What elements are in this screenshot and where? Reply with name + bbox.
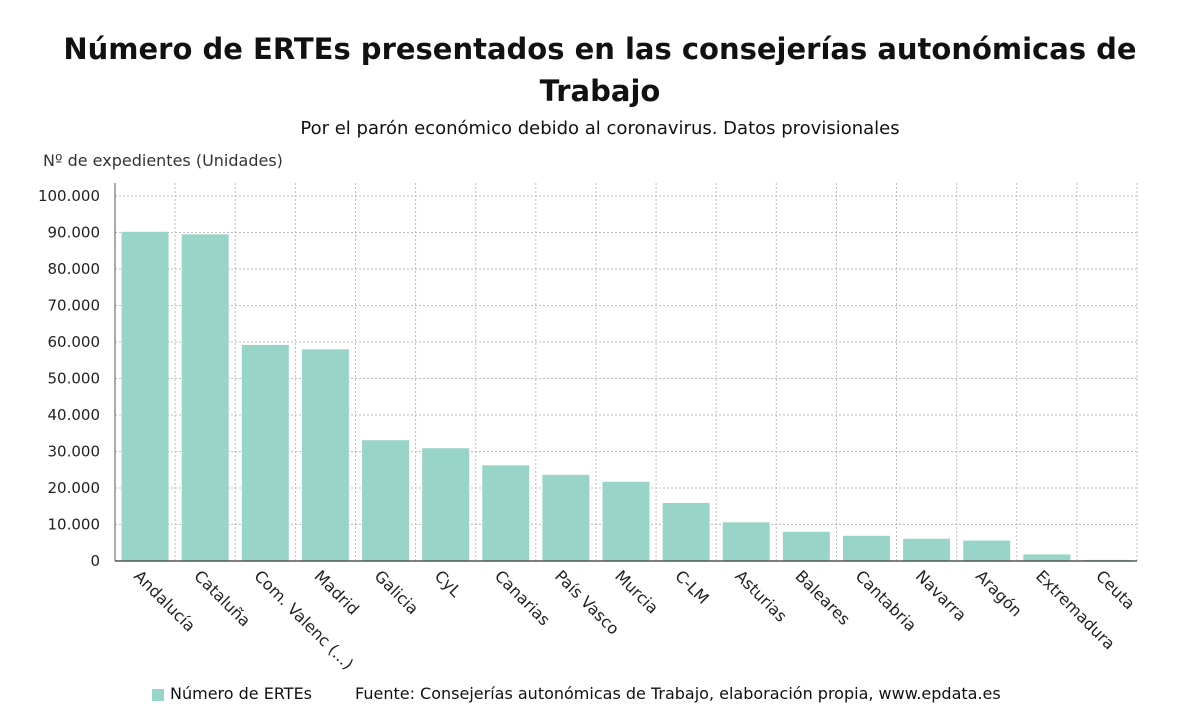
bar: [181, 234, 229, 561]
y-tick-labels: 0 10.000 20.000 30.000 40.000 50.000 60.000 70.…: [38, 187, 100, 570]
bars: [121, 231, 1131, 561]
x-tick-label: Asturias: [731, 566, 790, 625]
x-tick-label: CyL: [431, 566, 465, 600]
y-tick-label: 30.000: [48, 443, 101, 461]
y-tick-label: 0: [90, 552, 100, 570]
x-tick-label: País Vasco: [551, 566, 623, 638]
y-tick-label: 90.000: [48, 224, 101, 242]
x-tick-label: Murcia: [611, 566, 662, 617]
y-tick-label: 20.000: [48, 479, 101, 497]
x-tick-label: Baleares: [792, 566, 854, 628]
bar: [963, 540, 1011, 561]
x-tick-label: Galicia: [371, 566, 423, 618]
bar: [422, 448, 470, 561]
x-tick-label: Ceuta: [1092, 566, 1139, 613]
legend-swatch: [152, 689, 164, 701]
y-tick-label: 80.000: [48, 260, 101, 278]
y-axis-label: Nº de expedientes (Unidades): [43, 151, 283, 170]
bar: [722, 522, 770, 561]
x-tick-label: Navarra: [912, 566, 971, 625]
y-tick-label: 60.000: [48, 333, 101, 351]
axes: [114, 183, 1137, 562]
source-note: Fuente: Consejerías autonómicas de Traba…: [355, 684, 1001, 703]
bar: [362, 440, 410, 561]
y-tick-label: 40.000: [48, 406, 101, 424]
x-tick-label: Cataluña: [190, 566, 254, 630]
bar-chart: 0 10.000 20.000 30.000 40.000 50.000 60.000 70.…: [38, 183, 1139, 673]
bar: [482, 465, 530, 561]
x-tick-label: Madrid: [311, 566, 363, 618]
chart-title: Número de ERTEs presentados en las conse…: [63, 32, 1137, 108]
bar: [903, 538, 951, 561]
legend-label: Número de ERTEs: [170, 684, 313, 703]
x-tick-label: C-LM: [671, 566, 712, 607]
bar: [842, 535, 890, 561]
y-tick-label: 70.000: [48, 297, 101, 315]
y-tick-label: 50.000: [48, 370, 101, 388]
bar: [662, 502, 710, 561]
chart-subtitle: Por el parón económico debido al coronav…: [300, 118, 900, 139]
x-tick-label: Cantabria: [852, 566, 921, 635]
bar: [301, 349, 349, 561]
bar: [241, 344, 289, 561]
bar: [542, 474, 590, 561]
bar: [782, 531, 830, 561]
y-tick-label: 10.000: [48, 516, 101, 534]
y-tick-label: 100.000: [38, 187, 100, 205]
bar: [121, 231, 169, 561]
grid-lines: [115, 183, 1138, 561]
bar: [602, 481, 650, 561]
x-tick-label: Andalucía: [130, 566, 199, 635]
bar: [1023, 554, 1071, 561]
x-tick-label: Canarias: [491, 566, 554, 629]
x-tick-label: Aragón: [972, 566, 1026, 620]
